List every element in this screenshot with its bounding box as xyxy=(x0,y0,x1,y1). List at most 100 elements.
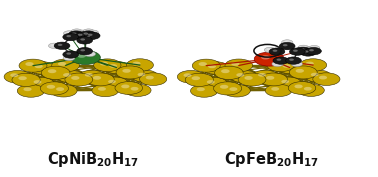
Circle shape xyxy=(300,46,304,48)
Circle shape xyxy=(207,80,215,84)
Circle shape xyxy=(64,31,75,36)
Circle shape xyxy=(214,82,242,95)
Circle shape xyxy=(298,84,324,96)
Circle shape xyxy=(273,62,281,65)
Circle shape xyxy=(286,57,301,64)
Circle shape xyxy=(84,32,100,39)
Circle shape xyxy=(289,59,294,61)
Circle shape xyxy=(288,82,316,95)
Circle shape xyxy=(130,87,138,91)
Circle shape xyxy=(56,87,64,91)
Circle shape xyxy=(291,61,302,67)
Circle shape xyxy=(220,85,228,89)
Circle shape xyxy=(87,30,99,35)
Circle shape xyxy=(215,66,243,79)
Text: $\mathbf{CpNiB_{20}H_{17}}$: $\mathbf{CpNiB_{20}H_{17}}$ xyxy=(47,150,139,169)
Circle shape xyxy=(236,73,244,77)
Circle shape xyxy=(132,70,158,82)
Circle shape xyxy=(260,73,288,86)
Circle shape xyxy=(67,35,71,37)
Circle shape xyxy=(80,31,96,38)
Circle shape xyxy=(84,33,88,35)
Circle shape xyxy=(29,62,56,74)
Circle shape xyxy=(311,47,314,48)
Circle shape xyxy=(10,73,19,77)
Circle shape xyxy=(77,54,86,58)
Circle shape xyxy=(300,59,327,71)
Circle shape xyxy=(309,49,314,51)
Circle shape xyxy=(208,64,216,68)
Circle shape xyxy=(74,32,90,39)
Circle shape xyxy=(58,44,62,46)
Circle shape xyxy=(66,32,70,34)
Circle shape xyxy=(296,69,304,73)
Circle shape xyxy=(290,48,305,55)
Text: $\mathbf{CpFeB_{20}H_{17}}$: $\mathbf{CpFeB_{20}H_{17}}$ xyxy=(225,150,319,169)
Circle shape xyxy=(254,52,284,66)
Circle shape xyxy=(77,37,93,44)
Circle shape xyxy=(197,87,205,91)
Circle shape xyxy=(282,40,293,45)
Circle shape xyxy=(295,47,311,55)
Circle shape xyxy=(126,59,153,71)
Circle shape xyxy=(84,51,96,57)
Circle shape xyxy=(238,73,266,86)
Circle shape xyxy=(304,87,312,91)
Circle shape xyxy=(304,50,308,53)
Circle shape xyxy=(42,66,70,79)
Circle shape xyxy=(83,29,94,34)
Circle shape xyxy=(192,76,200,80)
Circle shape xyxy=(90,31,93,33)
Circle shape xyxy=(93,76,101,80)
Circle shape xyxy=(71,29,82,34)
Circle shape xyxy=(294,62,297,64)
Circle shape xyxy=(48,43,60,48)
Circle shape xyxy=(267,59,294,72)
Circle shape xyxy=(191,84,218,97)
Circle shape xyxy=(300,49,316,56)
Circle shape xyxy=(35,64,43,68)
Circle shape xyxy=(63,33,79,41)
Circle shape xyxy=(298,49,303,51)
Circle shape xyxy=(198,62,207,66)
Circle shape xyxy=(283,44,288,46)
Circle shape xyxy=(34,80,42,84)
Circle shape xyxy=(305,47,321,55)
Circle shape xyxy=(94,59,121,72)
Circle shape xyxy=(293,50,298,52)
Circle shape xyxy=(277,59,281,61)
Circle shape xyxy=(281,80,289,83)
Circle shape xyxy=(87,52,90,54)
Circle shape xyxy=(77,30,88,35)
Circle shape xyxy=(108,80,116,83)
Circle shape xyxy=(177,70,204,83)
Circle shape xyxy=(115,82,143,95)
Circle shape xyxy=(223,84,250,97)
Circle shape xyxy=(225,59,253,72)
Circle shape xyxy=(63,51,79,58)
Circle shape xyxy=(50,84,77,97)
Circle shape xyxy=(81,38,85,41)
Circle shape xyxy=(23,87,32,91)
Circle shape xyxy=(19,59,47,72)
Circle shape xyxy=(71,76,79,80)
Circle shape xyxy=(78,34,82,36)
Circle shape xyxy=(265,84,292,97)
Circle shape xyxy=(80,31,83,33)
Circle shape xyxy=(274,62,278,64)
Circle shape xyxy=(100,62,108,65)
Circle shape xyxy=(267,48,270,50)
Circle shape xyxy=(48,69,56,73)
Circle shape xyxy=(202,62,229,74)
Circle shape xyxy=(70,50,100,64)
Circle shape xyxy=(305,70,331,82)
Circle shape xyxy=(74,30,77,32)
Circle shape xyxy=(276,77,301,89)
Circle shape xyxy=(58,62,66,66)
Circle shape xyxy=(229,87,237,91)
Circle shape xyxy=(25,62,34,66)
Circle shape xyxy=(192,59,220,72)
Circle shape xyxy=(258,73,266,77)
Circle shape xyxy=(64,55,75,61)
Circle shape xyxy=(146,76,154,79)
